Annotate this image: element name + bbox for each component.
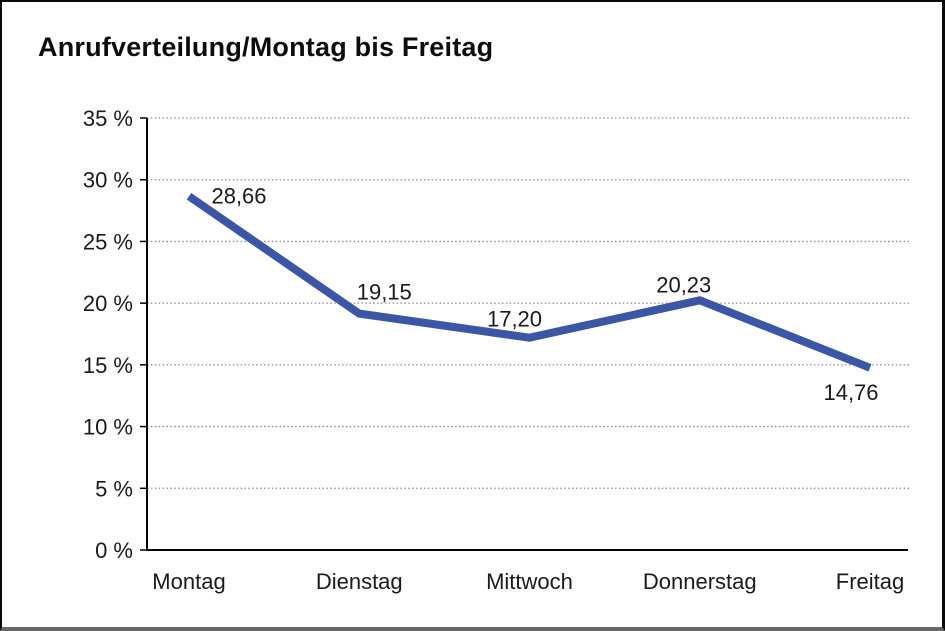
x-category-label: Dienstag: [316, 569, 403, 594]
y-tick-label: 25 %: [83, 229, 133, 254]
x-category-label: Freitag: [836, 569, 904, 594]
x-category-label: Mittwoch: [486, 569, 573, 594]
data-series-line: [186, 192, 872, 372]
y-tick-label: 5 %: [95, 476, 133, 501]
y-tick-label: 10 %: [83, 415, 133, 440]
data-point-label: 28,66: [211, 183, 266, 208]
data-point-label: 20,23: [656, 272, 711, 297]
y-tick-label: 0 %: [95, 538, 133, 563]
x-category-label: Donnerstag: [643, 569, 757, 594]
data-point-label: 14,76: [823, 380, 878, 405]
y-tick-label: 30 %: [83, 168, 133, 193]
x-category-label: Montag: [152, 569, 225, 594]
data-point-label: 17,20: [487, 307, 542, 332]
chart-title: Anrufverteilung/Montag bis Freitag: [38, 32, 494, 62]
y-tick-label: 15 %: [83, 353, 133, 378]
y-tick-label: 35 %: [83, 106, 133, 131]
data-point-label: 19,15: [357, 280, 412, 305]
y-tick-label: 20 %: [83, 291, 133, 316]
